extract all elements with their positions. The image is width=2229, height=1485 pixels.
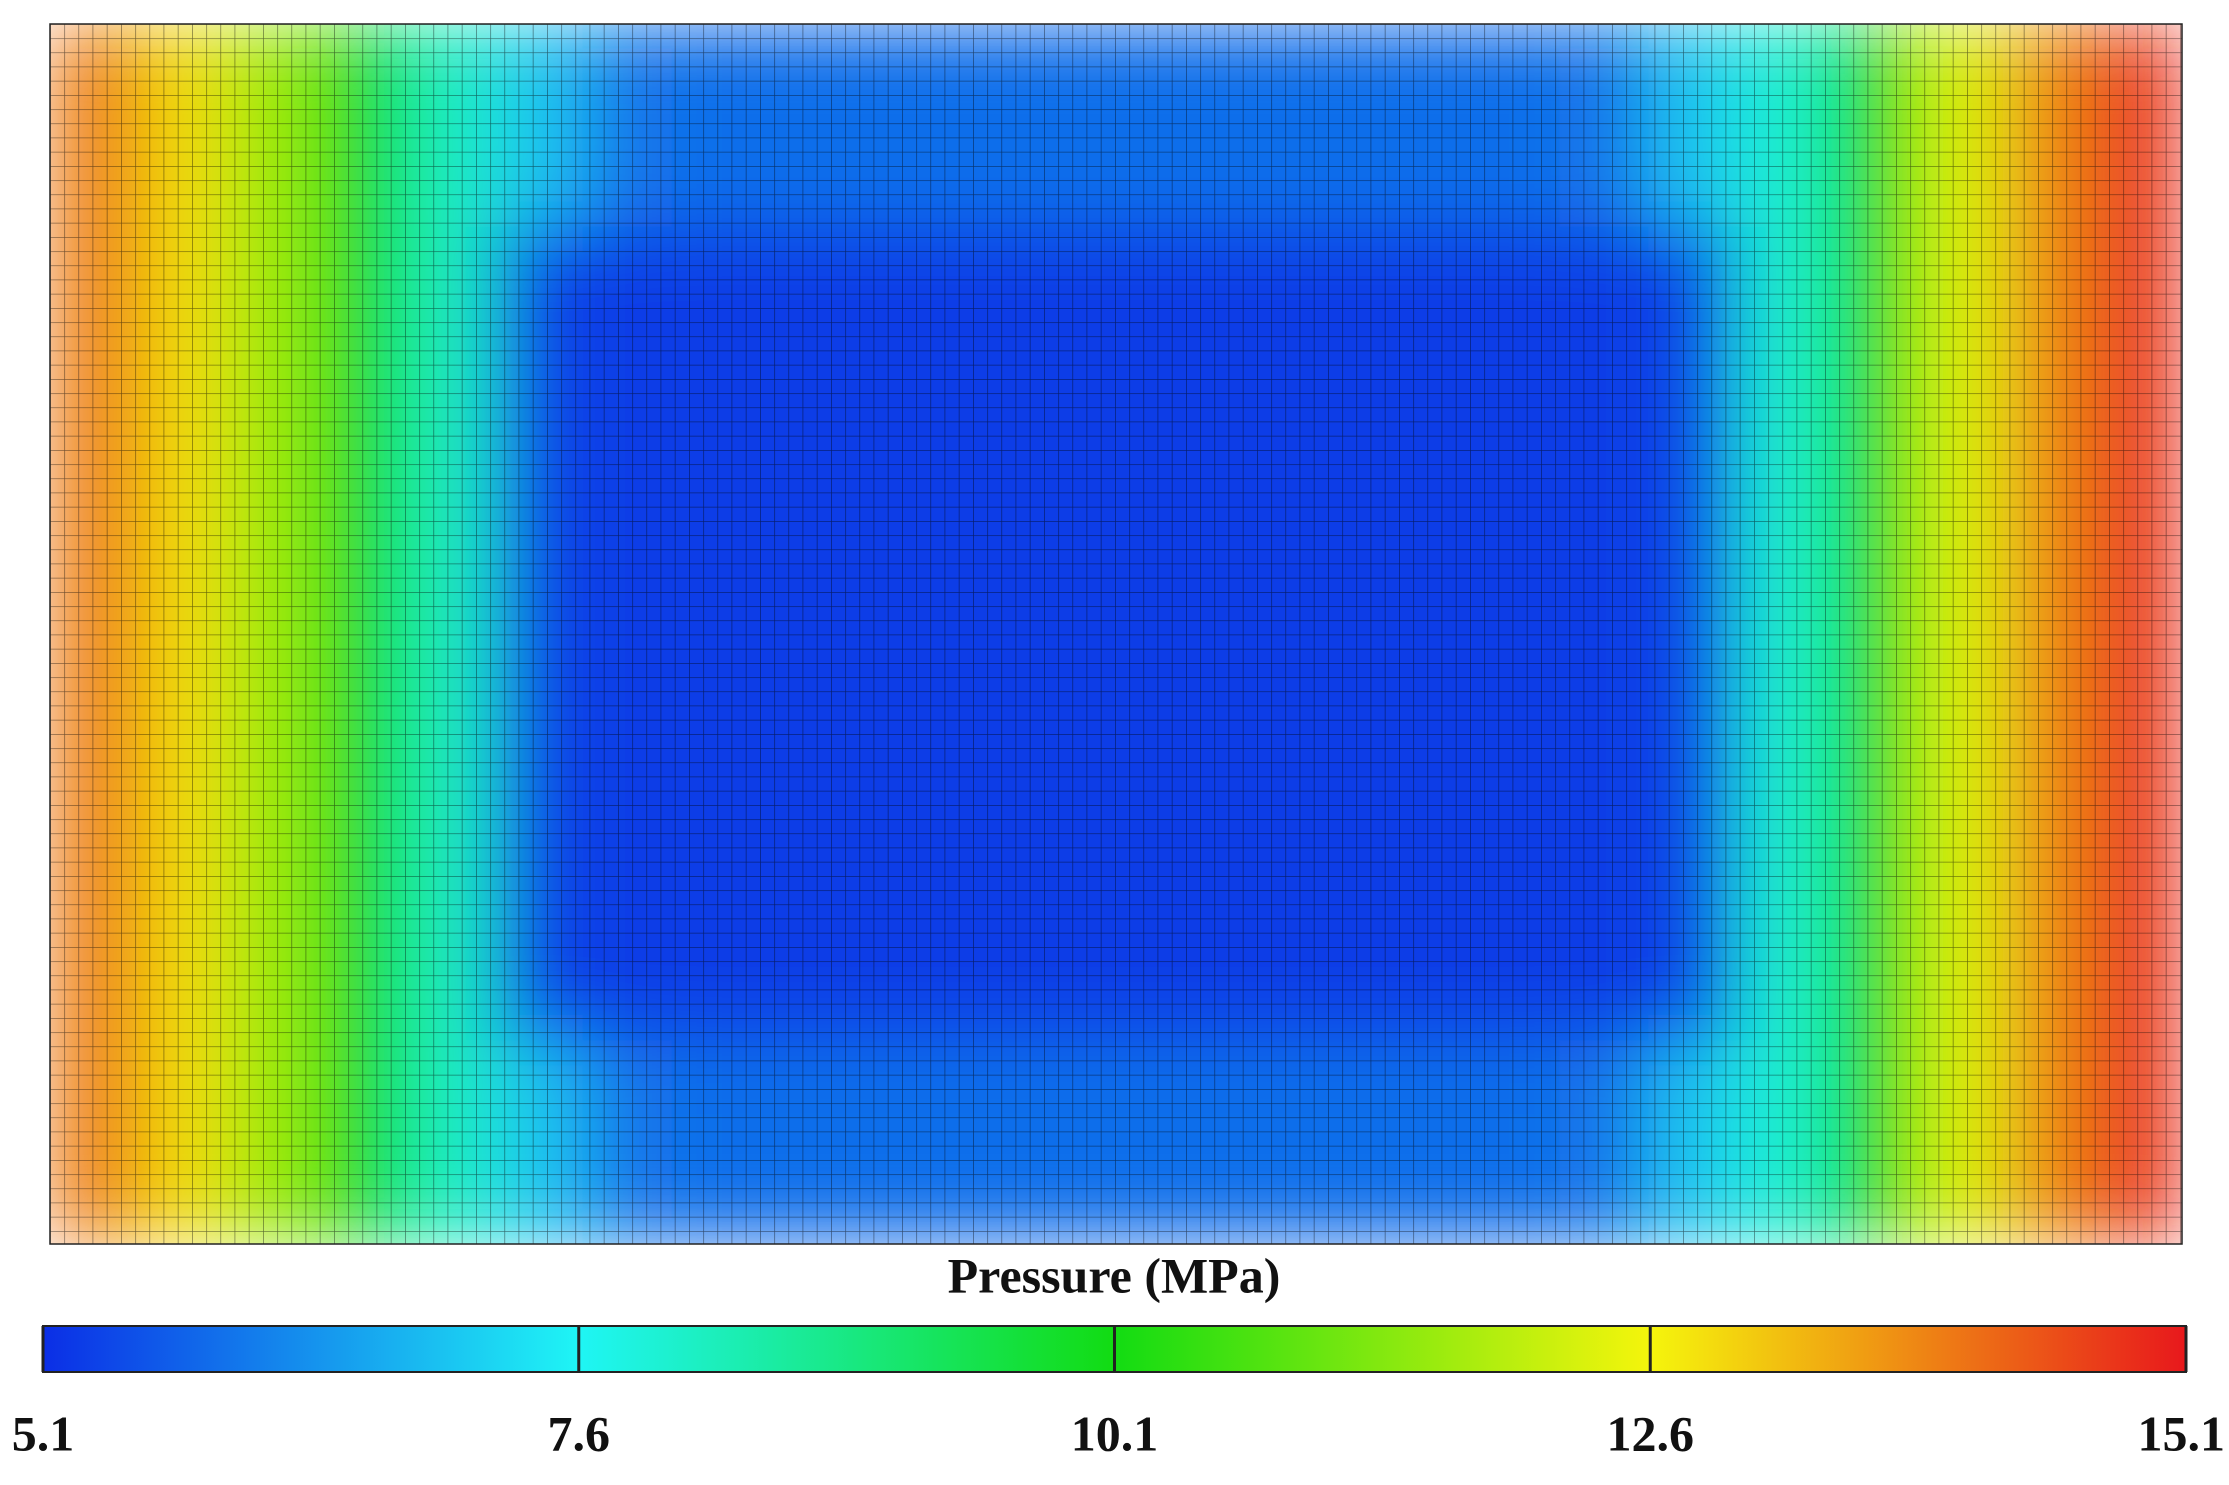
colorbar-tick-label: 10.1: [1071, 1405, 1159, 1461]
mesh: [50, 24, 2182, 1244]
colorbar-tick-label: 7.6: [548, 1405, 611, 1461]
plot-border: [49, 23, 2183, 1245]
colorbar-title: Pressure (MPa): [948, 1247, 1281, 1303]
colorbar-tick-label: 15.1: [2138, 1405, 2226, 1461]
colorbar-tick-label: 5.1: [12, 1405, 75, 1461]
colorbar-tick-label: 12.6: [1607, 1405, 1695, 1461]
